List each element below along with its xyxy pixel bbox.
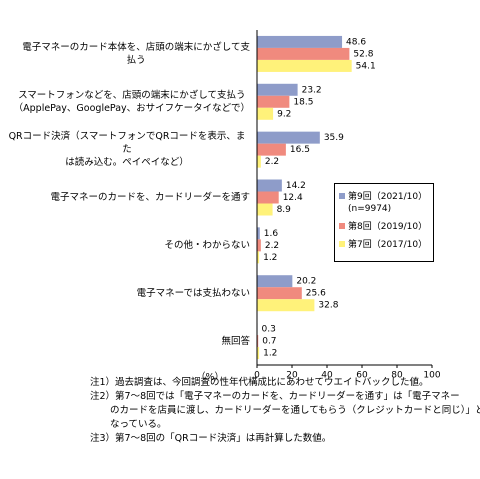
note-line: のカードを店員に渡し、カードリーダーを通してもらう（クレジットカードと同じ）」と: [110, 405, 480, 416]
bar: [257, 143, 286, 156]
category-label: スマートフォンなどを、店頭の端末にかざして支払う （ApplePay、Googl…: [4, 78, 250, 126]
bar: [257, 83, 298, 96]
bar: [257, 239, 261, 252]
x-tick-label: 60: [356, 371, 368, 381]
bar: [257, 131, 320, 144]
notes: 注1）過去調査は、今回調査の性年代構成比にあわせてウエイトバックした値。注2）第…: [90, 376, 480, 446]
x-tick-label: 80: [391, 371, 403, 381]
note-line: 注2）第7～8回では「電子マネーのカードを、カードリーダーを通す」は「電子マネー: [90, 391, 460, 402]
value-label: 35.9: [324, 133, 344, 143]
bar: [257, 107, 274, 120]
bar: [257, 155, 261, 168]
bar: [257, 59, 352, 72]
category-label: 無回答: [4, 317, 250, 365]
bar: [257, 95, 290, 108]
legend-swatch: [339, 223, 345, 229]
value-label: 23.2: [302, 85, 322, 95]
x-tick-label: 100: [423, 371, 440, 381]
category-text: 電子マネーのカードを、カードリーダーを通す: [50, 191, 250, 203]
note-line: 注3）第7～8回の「QRコード決済」は再計算した数値。: [90, 433, 332, 444]
category-text: QRコード決済（スマートフォンでQRコードを表示、また は読み込む。ペイペイなど…: [8, 131, 246, 169]
category-label: 電子マネーのカード本体を、店頭の端末にかざして支 払う: [4, 30, 250, 78]
value-label: 20.2: [296, 277, 316, 287]
bar: [257, 35, 343, 48]
value-label: 48.6: [346, 37, 366, 47]
x-tick-label: 0: [254, 371, 260, 381]
value-label: 2.2: [265, 157, 279, 167]
category-label: 電子マネーでは支払わない: [4, 269, 250, 317]
value-label: 2.2: [265, 241, 279, 251]
value-label: 32.8: [318, 301, 338, 311]
bar: [257, 335, 259, 348]
category-text: 電子マネーのカード本体を、店頭の端末にかざして支 払う: [22, 41, 250, 66]
bar: [257, 179, 282, 192]
value-label: 12.4: [283, 193, 303, 203]
category-text: その他・わからない: [164, 239, 250, 251]
value-label: 16.5: [290, 145, 310, 155]
value-label: 1.6: [264, 229, 279, 239]
legend-item: 第9回（2021/10） (n=9974): [339, 191, 433, 215]
bar: [257, 203, 273, 216]
x-tick-label: 40: [321, 371, 333, 381]
value-label: 9.2: [277, 109, 291, 119]
value-label: 18.5: [293, 97, 313, 107]
bar: [257, 251, 260, 264]
legend-item: 第7回（2017/10）: [339, 239, 433, 251]
note-line: 注1）過去調査は、今回調査の性年代構成比にあわせてウエイトバックした値。: [90, 377, 429, 388]
legend-label: 第9回（2021/10） (n=9974): [348, 192, 428, 214]
bar: [257, 299, 315, 312]
category-text: 無回答: [221, 335, 250, 347]
value-label: 0.7: [262, 337, 276, 347]
legend-swatch: [339, 241, 345, 247]
value-label: 1.2: [263, 349, 277, 359]
bar: [257, 227, 260, 240]
value-label: 14.2: [286, 181, 306, 191]
value-label: 25.6: [306, 289, 326, 299]
category-text: 電子マネーでは支払わない: [136, 287, 250, 299]
category-label: 電子マネーのカードを、カードリーダーを通す: [4, 174, 250, 222]
value-label: 0.3: [262, 325, 276, 335]
x-tick-label: 20: [286, 371, 298, 381]
bar: [257, 275, 293, 288]
legend-label: 第8回（2019/10）: [348, 222, 428, 232]
note-line: なっている。: [110, 419, 167, 430]
category-text: スマートフォンなどを、店頭の端末にかざして支払う （ApplePay、Googl…: [13, 89, 250, 114]
legend-swatch: [339, 193, 345, 199]
value-label: 8.9: [277, 205, 292, 215]
legend-item: 第8回（2019/10）: [339, 221, 433, 233]
category-label: その他・わからない: [4, 221, 250, 269]
category-label: QRコード決済（スマートフォンでQRコードを表示、また は読み込む。ペイペイなど…: [4, 126, 250, 174]
bar: [257, 347, 260, 360]
value-label: 52.8: [353, 49, 373, 59]
bar: [257, 287, 302, 300]
value-label: 1.2: [263, 253, 277, 263]
legend: 第9回（2021/10） (n=9974) 第8回（2019/10） 第7回（201…: [334, 183, 434, 262]
bar: [257, 191, 279, 204]
legend-label: 第7回（2017/10）: [348, 240, 428, 250]
value-label: 54.1: [356, 61, 376, 71]
x-axis-label: （%）: [196, 372, 225, 383]
bar: [257, 47, 350, 60]
